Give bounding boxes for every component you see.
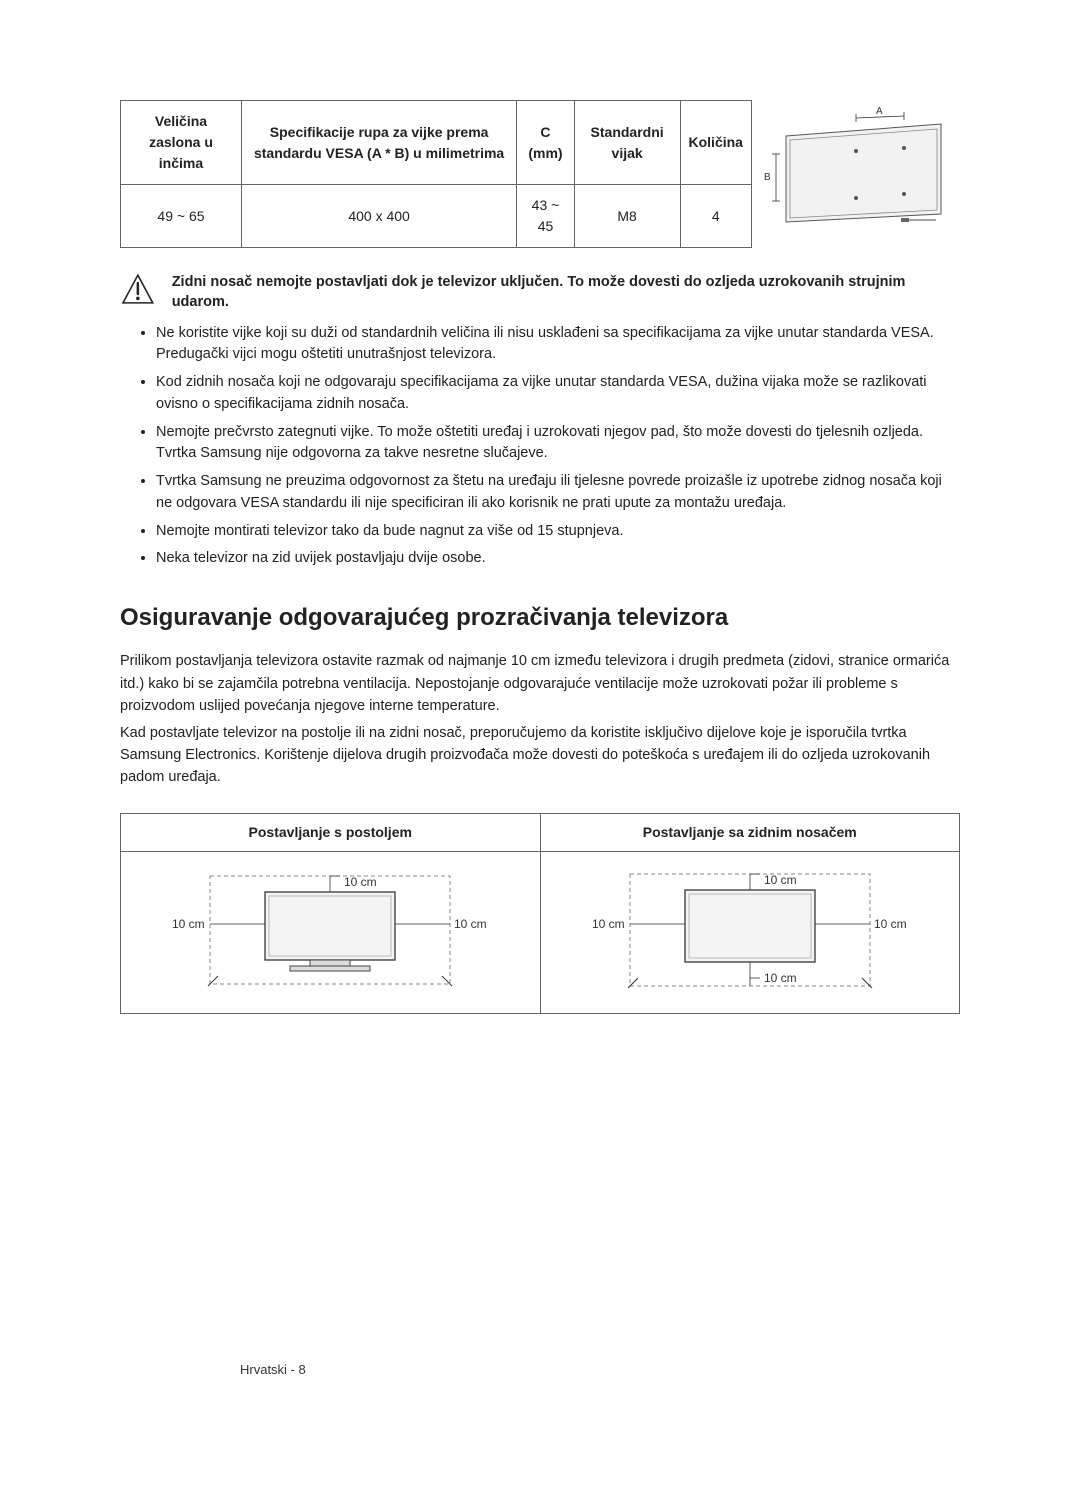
svg-text:10 cm: 10 cm bbox=[874, 917, 907, 931]
warning-text: Zidni nosač nemojte postavljati dok je t… bbox=[172, 272, 960, 313]
page-footer: Hrvatski - 8 bbox=[240, 1360, 306, 1380]
list-item: Kod zidnih nosača koji ne odgovaraju spe… bbox=[156, 372, 960, 416]
ventilation-paragraph-1: Prilikom postavljanja televizora ostavit… bbox=[120, 650, 960, 717]
list-item: Neka televizor na zid uvijek postavljaju… bbox=[156, 548, 960, 570]
svg-text:10 cm: 10 cm bbox=[764, 971, 797, 985]
cell-qty: 4 bbox=[680, 185, 751, 248]
stand-diagram: 10 cm 10 cm 10 cm bbox=[170, 864, 490, 994]
installation-table: Postavljanje s postoljem Postavljanje sa… bbox=[120, 813, 960, 1015]
warning-icon bbox=[120, 272, 156, 308]
ventilation-paragraph-2: Kad postavljate televizor na postolje il… bbox=[120, 722, 960, 789]
cell-screw: M8 bbox=[574, 185, 680, 248]
wall-diagram: 10 cm 10 cm 10 cm 10 cm bbox=[590, 864, 910, 994]
table-row: 10 cm 10 cm 10 cm bbox=[121, 851, 960, 1014]
list-item: Nemojte prečvrsto zategnuti vijke. To mo… bbox=[156, 422, 960, 466]
col-c: C (mm) bbox=[517, 101, 574, 185]
diagram-label-a: A bbox=[876, 106, 883, 117]
svg-text:10 cm: 10 cm bbox=[344, 875, 377, 889]
col-screw: Standardni vijak bbox=[574, 101, 680, 185]
install-stand-header: Postavljanje s postoljem bbox=[121, 813, 541, 851]
col-size: Veličina zaslona u inčima bbox=[121, 101, 242, 185]
vesa-diagram-cell: A B bbox=[751, 101, 960, 248]
warning-block: Zidni nosač nemojte postavljati dok je t… bbox=[120, 272, 960, 313]
ventilation-heading: Osiguravanje odgovarajućeg prozračivanja… bbox=[120, 600, 960, 636]
cell-c: 43 ~ 45 bbox=[517, 185, 574, 248]
col-vesa: Specifikacije rupa za vijke prema standa… bbox=[241, 101, 516, 185]
svg-text:10 cm: 10 cm bbox=[764, 873, 797, 887]
list-item: Ne koristite vijke koji su duži od stand… bbox=[156, 323, 960, 367]
list-item: Nemojte montirati televizor tako da bude… bbox=[156, 521, 960, 543]
install-wall-diagram-cell: 10 cm 10 cm 10 cm 10 cm bbox=[540, 851, 960, 1014]
vesa-diagram: A B bbox=[756, 106, 956, 236]
diagram-label-b: B bbox=[764, 172, 771, 183]
table-header-row: Veličina zaslona u inčima Specifikacije … bbox=[121, 101, 961, 185]
list-item: Tvrtka Samsung ne preuzima odgovornost z… bbox=[156, 471, 960, 515]
cell-vesa: 400 x 400 bbox=[241, 185, 516, 248]
table-header-row: Postavljanje s postoljem Postavljanje sa… bbox=[121, 813, 960, 851]
install-stand-diagram-cell: 10 cm 10 cm 10 cm bbox=[121, 851, 541, 1014]
svg-text:10 cm: 10 cm bbox=[592, 917, 625, 931]
cell-size: 49 ~ 65 bbox=[121, 185, 242, 248]
svg-text:10 cm: 10 cm bbox=[172, 917, 205, 931]
col-qty: Količina bbox=[680, 101, 751, 185]
svg-text:10 cm: 10 cm bbox=[454, 917, 487, 931]
warning-bullet-list: Ne koristite vijke koji su duži od stand… bbox=[120, 323, 960, 571]
vesa-specs-table: Veličina zaslona u inčima Specifikacije … bbox=[120, 100, 960, 248]
install-wall-header: Postavljanje sa zidnim nosačem bbox=[540, 813, 960, 851]
